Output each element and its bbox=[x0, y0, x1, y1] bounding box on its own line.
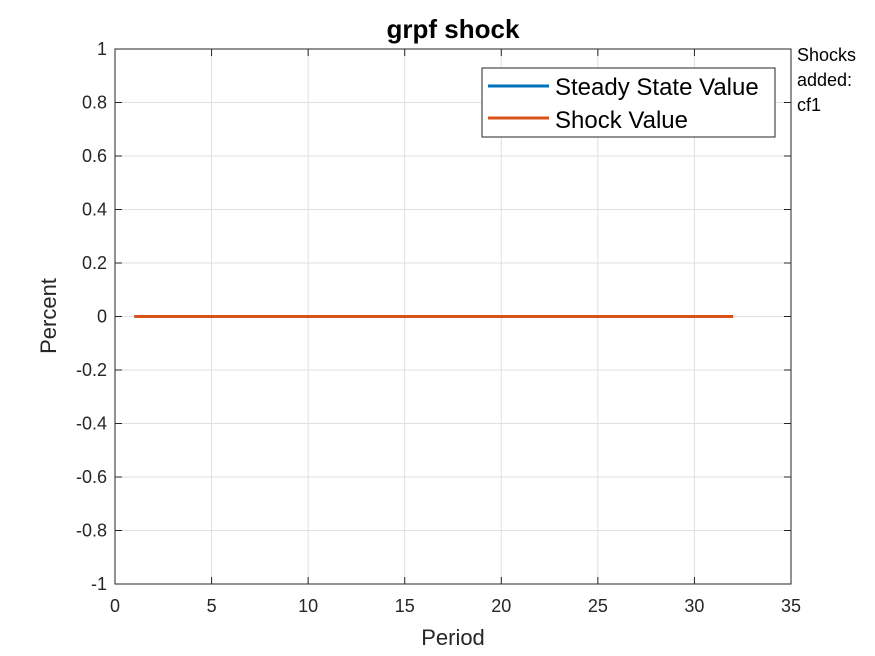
y-tick-label: 0.8 bbox=[82, 93, 107, 113]
x-axis-label: Period bbox=[421, 625, 485, 650]
y-tick-label: 0.4 bbox=[82, 200, 107, 220]
y-tick-label: 0.6 bbox=[82, 146, 107, 166]
y-tick-label: -0.8 bbox=[76, 521, 107, 541]
x-tick-label: 5 bbox=[207, 596, 217, 616]
x-tick-label: 30 bbox=[684, 596, 704, 616]
chart-title: grpf shock bbox=[387, 14, 520, 44]
x-tick-label: 35 bbox=[781, 596, 801, 616]
y-tick-label: 1 bbox=[97, 39, 107, 59]
y-tick-label: -0.2 bbox=[76, 360, 107, 380]
legend-label-steady-state: Steady State Value bbox=[555, 74, 759, 101]
y-tick-label: -1 bbox=[91, 574, 107, 594]
x-tick-label: 0 bbox=[110, 596, 120, 616]
legend: Steady State Value Shock Value bbox=[481, 67, 776, 138]
annotation-line-2: added: bbox=[797, 70, 852, 90]
annotation-line-3: cf1 bbox=[797, 95, 821, 115]
x-tick-label: 10 bbox=[298, 596, 318, 616]
x-tick-label: 25 bbox=[588, 596, 608, 616]
shocks-annotation: Shocks added: cf1 bbox=[797, 45, 856, 115]
x-tick-label: 15 bbox=[395, 596, 415, 616]
y-tick-label: -0.4 bbox=[76, 414, 107, 434]
y-tick-label: 0.2 bbox=[82, 253, 107, 273]
y-tick-label: 0 bbox=[97, 307, 107, 327]
y-axis-label: Percent bbox=[36, 278, 61, 354]
axis-ticks: 0 5 10 15 20 25 30 35 -1 -0.8 -0.6 -0.4 -0.2 0 0.2 0.4 0… bbox=[76, 39, 801, 616]
legend-label-shock: Shock Value bbox=[555, 107, 688, 134]
x-tick-label: 20 bbox=[491, 596, 511, 616]
annotation-line-1: Shocks bbox=[797, 45, 856, 65]
y-tick-label: -0.6 bbox=[76, 467, 107, 487]
legend-box bbox=[481, 67, 776, 138]
